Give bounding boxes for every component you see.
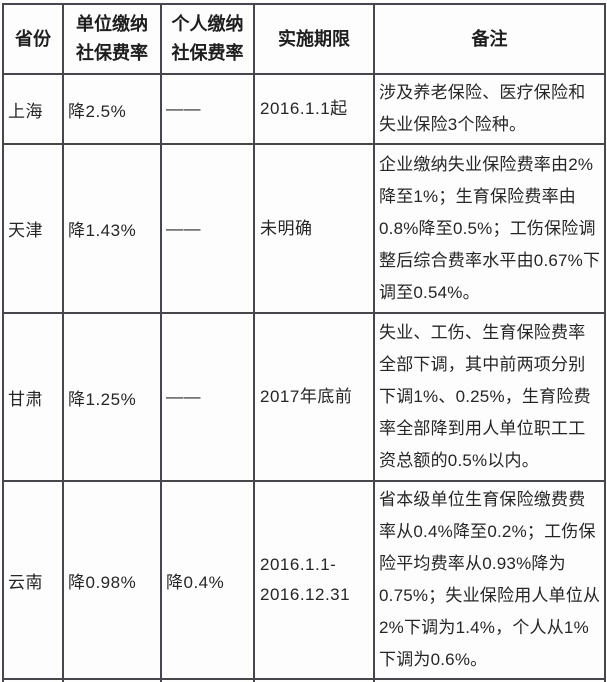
social-insurance-rate-table: 省份 单位缴纳 社保费率 个人缴纳 社保费率 实施期限 备注 上海 降2.5% …: [2, 3, 606, 682]
remark-cell: 企业缴纳失业保险费率由2%降至1%；生育保险费率由0.8%降至0.5%；工伤保险…: [373, 143, 606, 314]
header-row: 省份 单位缴纳 社保费率 个人缴纳 社保费率 实施期限 备注: [2, 3, 606, 75]
table-row-shanghai: 上海 降2.5% —— 2016.1.1起 涉及养老保险、医疗保险和失业保险3个…: [2, 73, 606, 145]
remark-cell: 涉及养老保险、医疗保险和失业保险3个险种。: [373, 73, 606, 145]
table-row-clipped: [2, 678, 606, 682]
period-cell: 2017年底前: [253, 312, 375, 482]
unit-rate-cell: 降1.25%: [62, 312, 162, 482]
province-cell: 上海: [2, 73, 64, 145]
personal-rate-cell: ——: [160, 312, 255, 482]
empty-cell: [2, 678, 64, 682]
col-header-unit-rate: 单位缴纳 社保费率: [62, 3, 162, 75]
unit-rate-cell: 降1.43%: [62, 143, 162, 314]
col-header-period: 实施期限: [253, 3, 375, 75]
period-cell: 2016.1.1起: [253, 73, 375, 145]
unit-rate-cell: 降2.5%: [62, 73, 162, 145]
table-row-yunnan: 云南 降0.98% 降0.4% 2016.1.1- 2016.12.31 省本级…: [2, 480, 606, 680]
province-cell: 甘肃: [2, 312, 64, 482]
remark-cell: 省本级单位生育保险缴费费率从0.4%降至0.2%；工伤保险平均费率从0.93%降…: [373, 480, 606, 680]
empty-cell: [373, 678, 606, 682]
personal-rate-cell: ——: [160, 73, 255, 145]
period-cell: 未明确: [253, 143, 375, 314]
personal-rate-cell: ——: [160, 143, 255, 314]
remark-cell: 失业、工伤、生育保险费率全部下调，其中前两项分别下调1%、0.25%，生育险费率…: [373, 312, 606, 482]
period-cell: 2016.1.1- 2016.12.31: [253, 480, 375, 680]
personal-rate-cell: 降0.4%: [160, 480, 255, 680]
col-header-remark: 备注: [373, 3, 606, 75]
table-row-tianjin: 天津 降1.43% —— 未明确 企业缴纳失业保险费率由2%降至1%；生育保险费…: [2, 143, 606, 314]
province-cell: 云南: [2, 480, 64, 680]
table-row-gansu: 甘肃 降1.25% —— 2017年底前 失业、工伤、生育保险费率全部下调，其中…: [2, 312, 606, 482]
empty-cell: [62, 678, 162, 682]
unit-rate-cell: 降0.98%: [62, 480, 162, 680]
col-header-personal-rate: 个人缴纳 社保费率: [160, 3, 255, 75]
province-cell: 天津: [2, 143, 64, 314]
empty-cell: [253, 678, 375, 682]
empty-cell: [160, 678, 255, 682]
col-header-province: 省份: [2, 3, 64, 75]
